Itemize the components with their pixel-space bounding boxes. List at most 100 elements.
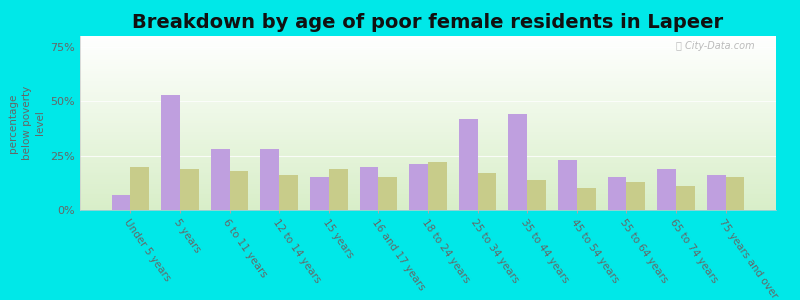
Bar <box>428 162 447 210</box>
Bar <box>80 132 776 134</box>
Bar <box>80 194 776 196</box>
Bar <box>508 114 527 210</box>
Text: ⓘ City-Data.com: ⓘ City-Data.com <box>677 41 755 51</box>
Bar <box>80 151 776 153</box>
Title: Breakdown by age of poor female residents in Lapeer: Breakdown by age of poor female resident… <box>133 13 723 32</box>
Bar <box>577 188 596 210</box>
Bar <box>80 48 776 50</box>
Bar <box>80 161 776 163</box>
Bar <box>80 156 776 158</box>
Bar <box>80 114 776 116</box>
Bar <box>80 167 776 168</box>
Bar <box>80 55 776 57</box>
Bar <box>80 165 776 167</box>
Bar <box>80 58 776 60</box>
Bar <box>80 205 776 206</box>
Bar <box>80 201 776 203</box>
Bar <box>80 173 776 175</box>
Bar <box>80 81 776 83</box>
Bar <box>676 186 694 210</box>
Bar <box>112 195 130 210</box>
Bar <box>80 137 776 139</box>
Bar <box>80 80 776 81</box>
Bar <box>80 106 776 107</box>
Bar <box>80 189 776 191</box>
Bar <box>80 130 776 132</box>
Bar <box>80 177 776 179</box>
Bar <box>80 90 776 92</box>
Bar <box>80 53 776 55</box>
Bar <box>607 177 626 210</box>
Bar <box>80 45 776 46</box>
Bar <box>80 188 776 189</box>
Bar <box>80 100 776 102</box>
Bar <box>80 127 776 128</box>
Bar <box>80 92 776 93</box>
Bar <box>80 196 776 198</box>
Bar <box>80 179 776 180</box>
Bar <box>80 170 776 172</box>
Bar <box>80 147 776 149</box>
Bar <box>80 93 776 95</box>
Bar <box>80 119 776 121</box>
Bar <box>80 97 776 99</box>
Bar <box>80 112 776 114</box>
Bar <box>657 169 676 210</box>
Bar <box>162 95 180 210</box>
Bar <box>80 168 776 170</box>
Bar <box>80 182 776 184</box>
Bar <box>80 74 776 76</box>
Y-axis label: percentage
below poverty
level: percentage below poverty level <box>9 86 45 160</box>
Bar <box>260 149 279 210</box>
Bar <box>80 73 776 74</box>
Bar <box>80 36 776 38</box>
Bar <box>180 169 199 210</box>
Bar <box>359 167 378 210</box>
Bar <box>80 153 776 154</box>
Bar <box>527 179 546 210</box>
Bar <box>80 62 776 64</box>
Bar <box>80 60 776 62</box>
Bar <box>80 46 776 48</box>
Bar <box>80 118 776 119</box>
Bar <box>80 121 776 123</box>
Bar <box>80 186 776 188</box>
Bar <box>80 40 776 41</box>
Bar <box>80 111 776 112</box>
Bar <box>130 167 150 210</box>
Bar <box>80 71 776 73</box>
Bar <box>80 95 776 97</box>
Bar <box>80 104 776 106</box>
Bar <box>378 177 398 210</box>
Bar <box>80 67 776 69</box>
Bar <box>478 173 497 210</box>
Bar <box>310 177 329 210</box>
Bar <box>80 180 776 182</box>
Bar <box>726 177 744 210</box>
Bar <box>80 193 776 194</box>
Bar <box>279 175 298 210</box>
Bar <box>626 182 645 210</box>
Bar <box>80 206 776 208</box>
Bar <box>80 146 776 147</box>
Bar <box>80 86 776 88</box>
Bar <box>80 38 776 40</box>
Bar <box>80 184 776 186</box>
Bar <box>80 144 776 146</box>
Bar <box>80 107 776 109</box>
Bar <box>211 149 230 210</box>
Bar <box>80 57 776 58</box>
Bar <box>80 149 776 151</box>
Bar <box>409 164 428 210</box>
Bar <box>80 78 776 80</box>
Bar <box>80 41 776 43</box>
Bar <box>80 83 776 85</box>
Bar <box>80 198 776 200</box>
Bar <box>80 109 776 111</box>
Bar <box>80 52 776 53</box>
Bar <box>80 142 776 144</box>
Bar <box>80 50 776 52</box>
Bar <box>80 99 776 100</box>
Bar <box>80 154 776 156</box>
Bar <box>458 119 478 210</box>
